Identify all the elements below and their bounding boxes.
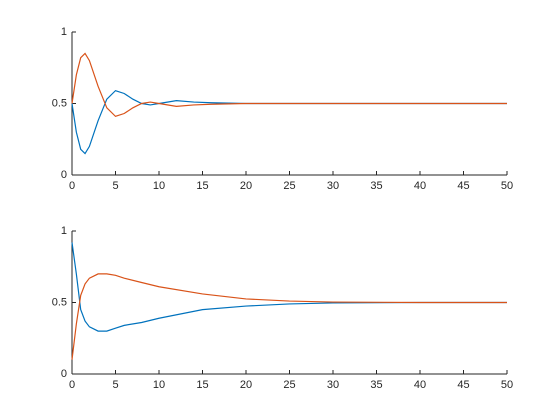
x-tick-label: 20	[240, 180, 252, 192]
x-tick-label: 10	[153, 379, 165, 391]
x-tick-label: 15	[196, 379, 208, 391]
x-tick-label: 0	[69, 379, 75, 391]
data-line	[71, 273, 507, 360]
x-tick-label: 50	[501, 180, 513, 192]
x-tick-label: 10	[153, 180, 165, 192]
x-tick-label: 25	[283, 180, 295, 192]
x-tick-label: 20	[240, 379, 252, 391]
y-tick-label: 0.5	[52, 296, 67, 308]
y-tick-label: 1	[61, 26, 67, 38]
x-tick-label: 35	[370, 180, 382, 192]
x-tick-label: 35	[370, 379, 382, 391]
x-tick-label: 45	[457, 180, 469, 192]
y-tick-label: 0	[61, 169, 67, 181]
x-tick-label: 30	[327, 180, 339, 192]
x-tick-label: 30	[327, 379, 339, 391]
data-line	[71, 52, 507, 118]
x-tick-label: 50	[501, 379, 513, 391]
data-line	[71, 89, 507, 155]
y-tick-label: 0	[61, 368, 67, 380]
x-tick-label: 40	[414, 379, 426, 391]
data-line	[71, 242, 507, 332]
x-tick-label: 25	[283, 379, 295, 391]
x-tick-label: 0	[69, 180, 75, 192]
y-tick-label: 1	[61, 225, 67, 237]
x-tick-label: 5	[112, 379, 118, 391]
x-tick-label: 40	[414, 180, 426, 192]
y-tick-label: 0.5	[52, 97, 67, 109]
x-tick-label: 15	[196, 180, 208, 192]
x-tick-label: 45	[457, 379, 469, 391]
x-tick-label: 5	[112, 180, 118, 192]
